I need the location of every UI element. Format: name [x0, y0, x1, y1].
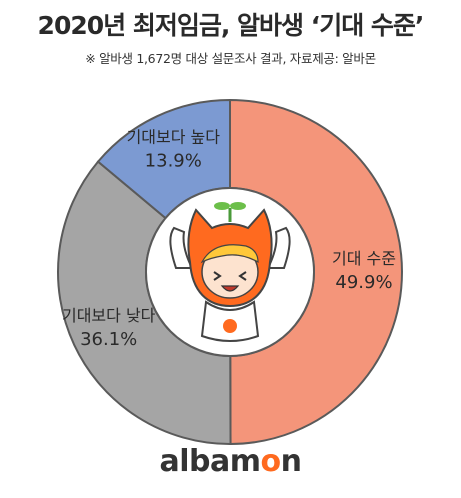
slice-value-0: 49.9% [335, 272, 392, 293]
slice-label-2: 기대보다 높다 [127, 128, 221, 147]
slice-label-1: 기대보다 낮다 [62, 306, 156, 325]
slice-value-1: 36.1% [80, 329, 137, 350]
donut-slices [57, 98, 403, 446]
chart-title: 2020년 최저임금, 알바생 ‘기대 수준’ [37, 11, 425, 40]
albamon-logo: albamon [159, 444, 302, 479]
slice-label-0: 기대 수준 [332, 249, 396, 268]
albamon-mascot-icon [169, 202, 291, 342]
chart-subtitle: ※ 알바생 1,672명 대상 설문조사 결과, 자료제공: 알바몬 [85, 51, 376, 66]
slice-value-2: 13.9% [145, 151, 202, 172]
